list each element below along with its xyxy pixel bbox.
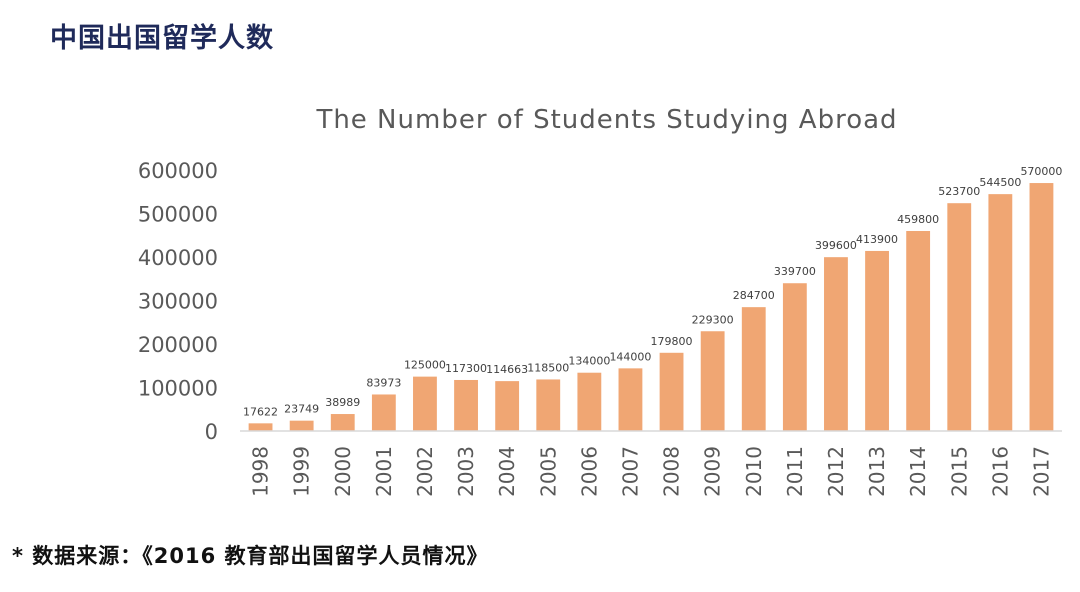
y-tick-label: 0 — [205, 420, 218, 444]
y-tick-label: 100000 — [138, 377, 218, 401]
bar — [454, 379, 478, 431]
x-tick-label: 2011 — [783, 446, 807, 497]
x-tick-label: 2008 — [660, 446, 684, 497]
bar-value-label: 229300 — [692, 313, 734, 326]
x-tick-label: 2000 — [331, 446, 355, 497]
bar-value-label: 117300 — [445, 362, 487, 375]
bar — [824, 257, 848, 431]
x-tick-label: 1999 — [290, 446, 314, 497]
y-tick-label: 600000 — [138, 159, 218, 183]
bar — [659, 352, 684, 431]
x-tick-label: 2002 — [413, 446, 437, 497]
y-tick-label: 500000 — [138, 203, 218, 227]
y-tick-label: 400000 — [138, 246, 218, 270]
x-tick-label: 2001 — [372, 446, 396, 497]
bar-value-label: 284700 — [733, 289, 775, 302]
x-tick-label: 2007 — [618, 446, 642, 497]
x-tick-label: 2010 — [742, 446, 766, 497]
bar — [248, 423, 273, 431]
bar-value-label: 17622 — [243, 405, 278, 418]
bar — [700, 331, 725, 431]
source-footnote: * 数据来源：《2016 教育部出国留学人员情况》 — [12, 544, 489, 568]
bar-value-label: 523700 — [938, 185, 980, 198]
bar-value-label: 399600 — [815, 239, 857, 252]
bar-value-label: 144000 — [609, 350, 651, 363]
x-tick-label: 2012 — [824, 446, 848, 497]
bar — [371, 394, 396, 431]
page-title: 中国出国留学人数 — [50, 23, 274, 54]
bar-value-label: 83973 — [366, 376, 401, 389]
chart-title: The Number of Students Studying Abroad — [315, 105, 897, 135]
bar — [289, 420, 314, 431]
bar — [1029, 183, 1054, 431]
y-tick-label: 300000 — [138, 290, 218, 314]
x-tick-label: 2016 — [988, 446, 1012, 497]
x-tick-label: 2015 — [947, 446, 971, 497]
x-tick-label: 2017 — [1029, 446, 1053, 497]
bar-value-label: 134000 — [568, 355, 610, 368]
bar — [536, 379, 561, 431]
bar-value-label: 125000 — [404, 359, 446, 372]
bar — [495, 381, 520, 431]
bar — [413, 376, 437, 431]
bar — [577, 372, 602, 431]
bar-value-label: 179800 — [651, 335, 693, 348]
bar-value-label: 339700 — [774, 265, 816, 278]
y-tick-label: 200000 — [138, 333, 218, 357]
x-tick-label: 2014 — [906, 446, 930, 497]
bar — [782, 283, 807, 431]
bars-group — [248, 183, 1054, 431]
x-tick-label: 2005 — [536, 446, 560, 497]
bar-value-label: 23749 — [284, 403, 319, 416]
bar — [947, 203, 972, 431]
bar-value-label: 570000 — [1020, 165, 1062, 178]
x-tick-label: 2013 — [865, 446, 889, 497]
x-tick-label: 2009 — [701, 446, 725, 497]
x-tick-label: 2006 — [577, 446, 601, 497]
bar — [741, 307, 766, 431]
bar-value-label: 118500 — [527, 361, 569, 374]
x-tick-label: 2004 — [495, 446, 519, 497]
y-axis: 0 100000 200000 300000 400000 500000 600000 — [138, 159, 218, 444]
bar-value-label: 38989 — [325, 396, 360, 409]
bar-value-label: 544500 — [979, 176, 1021, 189]
x-axis: 1998 1999 2000 2001 2002 2003 2004 2005 2006 2007… — [249, 446, 1054, 497]
bar — [618, 368, 643, 431]
bar-value-label: 114663 — [486, 363, 528, 376]
bar — [865, 250, 889, 431]
bar-value-label: 459800 — [897, 213, 939, 226]
bar — [330, 414, 355, 431]
x-tick-label: 2003 — [454, 446, 478, 497]
x-tick-label: 1998 — [249, 446, 273, 497]
bar-value-label: 413900 — [856, 233, 898, 246]
bar — [988, 194, 1013, 431]
bar — [906, 230, 931, 431]
